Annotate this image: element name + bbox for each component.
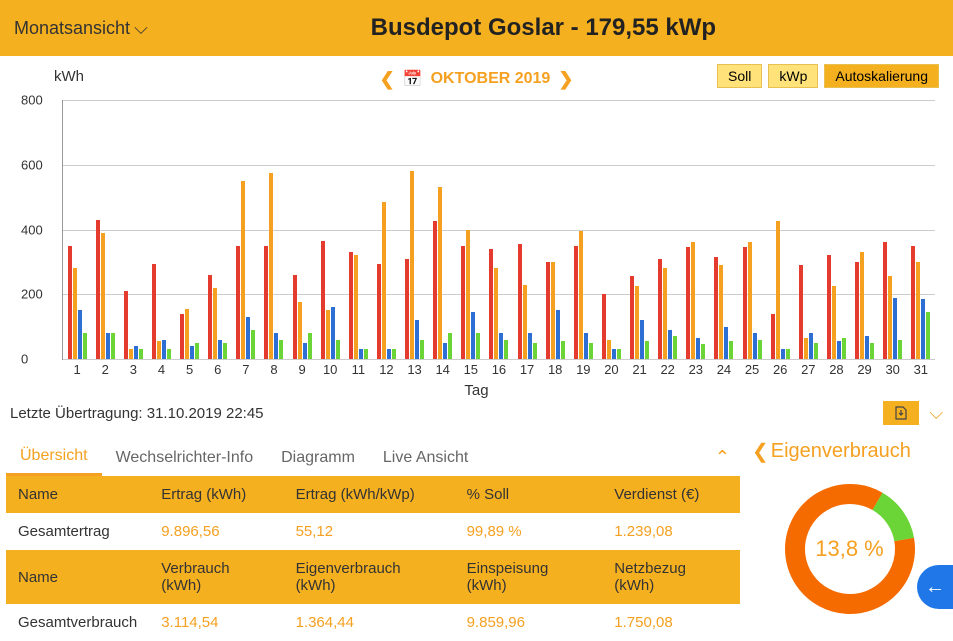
last-transfer-label: Letzte Übertragung: 31.10.2019 22:45	[10, 405, 264, 422]
th-selfconsumption: Eigenverbrauch (kWh)	[284, 550, 455, 604]
th-pct-soll: % Soll	[455, 476, 603, 513]
tab-inverter[interactable]: Wechselrichter-Info	[102, 441, 268, 475]
bar-chart: 0200400600800123456789101112131415161718…	[62, 100, 935, 360]
calendar-icon: 📅	[403, 69, 423, 89]
row-label: Gesamtertrag	[6, 513, 149, 550]
download-icon	[893, 405, 909, 421]
tab-live[interactable]: Live Ansicht	[369, 441, 482, 475]
donut-chart: 13,8 %	[752, 474, 947, 624]
y-axis-label: kWh	[54, 68, 84, 85]
table-row: Gesamtertrag 9.896,56 55,12 99,89 % 1.23…	[6, 513, 740, 550]
table-header-row: Name Verbrauch (kWh) Eigenverbrauch (kWh…	[6, 550, 740, 604]
overview-panel: Übersicht Wechselrichter-Info Diagramm L…	[6, 433, 740, 641]
th-feedin: Einspeisung (kWh)	[455, 550, 603, 604]
th-consumption: Verbrauch (kWh)	[149, 550, 283, 604]
toggle-soll[interactable]: Soll	[717, 64, 762, 88]
th-earnings: Verdienst (€)	[602, 476, 740, 513]
cell-value: 9.859,96	[455, 604, 603, 641]
expand-chart-button[interactable]: ⌵	[929, 403, 943, 424]
cell-value: 3.114,54	[149, 604, 283, 641]
bottom-section: Übersicht Wechselrichter-Info Diagramm L…	[0, 433, 953, 641]
header-bar: Monatsansicht ⌵ Busdepot Goslar - 179,55…	[0, 0, 953, 56]
th-name: Name	[6, 550, 149, 604]
cell-value: 1.750,08	[602, 604, 740, 641]
cell-value: 99,89 %	[455, 513, 603, 550]
chart-area: kWh ❮ 📅 OKTOBER 2019 ❯ Soll kWp Autoskal…	[0, 56, 953, 399]
toggle-kwp[interactable]: kWp	[768, 64, 818, 88]
th-name: Name	[6, 476, 149, 513]
donut-percent-label: 13,8 %	[815, 536, 884, 562]
month-label[interactable]: OKTOBER 2019	[431, 70, 551, 88]
page-title: Busdepot Goslar - 179,55 kWp	[148, 14, 939, 42]
cell-value: 9.896,56	[149, 513, 283, 550]
cell-value: 1.239,08	[602, 513, 740, 550]
view-selector[interactable]: Monatsansicht ⌵	[14, 18, 148, 39]
prev-month-button[interactable]: ❮	[380, 69, 395, 90]
table-header-row: Name Ertrag (kWh) Ertrag (kWh/kWp) % Sol…	[6, 476, 740, 513]
self-consumption-panel: ❮ Eigenverbrauch 13,8 %	[752, 433, 947, 641]
cell-value: 1.364,44	[284, 604, 455, 641]
view-selector-label: Monatsansicht	[14, 18, 130, 39]
chevron-down-icon: ⌵	[134, 18, 148, 39]
next-month-button[interactable]: ❯	[558, 69, 573, 90]
arrow-left-icon: ←	[925, 576, 945, 599]
x-axis-label: Tag	[10, 382, 943, 399]
table-row: Gesamtverbrauch 3.114,54 1.364,44 9.859,…	[6, 604, 740, 641]
th-yield-kwh: Ertrag (kWh)	[149, 476, 283, 513]
month-navigator: ❮ 📅 OKTOBER 2019 ❯	[380, 69, 574, 90]
collapse-panel-button[interactable]: ⌃	[715, 447, 730, 468]
tab-overview[interactable]: Übersicht	[6, 439, 102, 476]
cell-value: 55,12	[284, 513, 455, 550]
th-yield-kwhkwp: Ertrag (kWh/kWp)	[284, 476, 455, 513]
tab-bar: Übersicht Wechselrichter-Info Diagramm L…	[6, 433, 740, 476]
download-button[interactable]	[883, 401, 919, 425]
chevron-left-icon: ❮	[752, 439, 769, 464]
row-label: Gesamtverbrauch	[6, 604, 149, 641]
yield-table: Name Ertrag (kWh) Ertrag (kWh/kWp) % Sol…	[6, 476, 740, 641]
tab-diagram[interactable]: Diagramm	[267, 441, 369, 475]
self-consumption-header[interactable]: ❮ Eigenverbrauch	[752, 439, 947, 464]
th-grid: Netzbezug (kWh)	[602, 550, 740, 604]
toggle-autoscale[interactable]: Autoskalierung	[824, 64, 939, 88]
self-consumption-title: Eigenverbrauch	[771, 440, 911, 463]
chart-toggle-group: Soll kWp Autoskalierung	[717, 64, 939, 88]
back-fab-button[interactable]: ←	[917, 565, 953, 609]
transfer-row: Letzte Übertragung: 31.10.2019 22:45 ⌵	[0, 399, 953, 433]
chart-controls: kWh ❮ 📅 OKTOBER 2019 ❯ Soll kWp Autoskal…	[10, 64, 943, 94]
